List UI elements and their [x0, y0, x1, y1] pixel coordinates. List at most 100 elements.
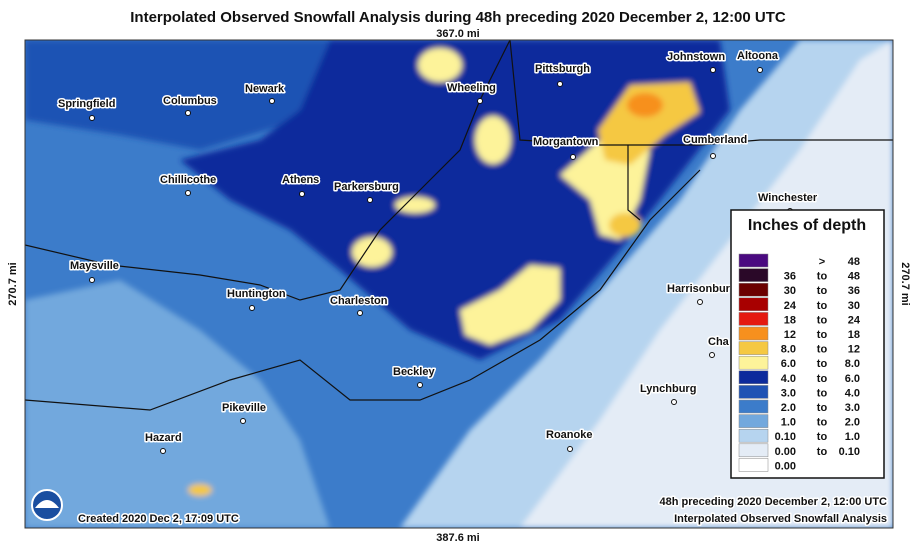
legend-sep: > — [819, 256, 825, 268]
city-label: Wheeling — [447, 82, 496, 94]
zone — [352, 237, 392, 267]
city-label: Lynchburg — [640, 383, 696, 395]
legend-swatch — [738, 370, 769, 385]
legend-swatch — [738, 268, 769, 282]
city-marker — [557, 81, 563, 87]
product-note: Interpolated Observed Snowfall Analysis — [674, 513, 887, 525]
city-marker — [757, 67, 763, 73]
title: Interpolated Observed Snowfall Analysis … — [130, 9, 786, 26]
city-label: Pittsburgh — [535, 63, 590, 75]
legend: Inches of depth >48 36 to 48 30 to 36 24 to 30 18 t… — [730, 209, 885, 479]
legend-to: 30 — [848, 300, 860, 312]
map-frame — [24, 39, 894, 529]
city-marker — [185, 110, 191, 116]
zone — [188, 484, 212, 496]
city-label: Columbus — [163, 95, 217, 107]
city-marker — [249, 305, 255, 311]
city-marker — [89, 115, 95, 121]
zone — [627, 93, 663, 117]
legend-from: 8.0 — [781, 344, 796, 356]
zone — [180, 40, 730, 360]
legend-swatch — [738, 414, 769, 428]
border — [509, 40, 893, 146]
zone — [25, 280, 330, 528]
legend-to: 0.10 — [839, 446, 860, 458]
legend-sep: to — [817, 446, 828, 458]
city-label: Morgantown — [533, 136, 599, 148]
legend-swatch — [738, 312, 769, 326]
legend-to: 24 — [848, 314, 861, 326]
legend-sep: to — [817, 329, 828, 341]
city-marker — [299, 191, 305, 197]
legend-from: 0.00 — [775, 460, 796, 472]
city-marker — [185, 190, 191, 196]
legend-to: 48 — [848, 271, 860, 283]
city-marker — [710, 67, 716, 73]
state-borders — [25, 40, 893, 411]
legend-sep: to — [817, 417, 828, 429]
city-marker — [671, 399, 677, 405]
legend-swatch — [738, 326, 769, 341]
legend-to: 1.0 — [845, 431, 860, 443]
legend-to: 18 — [848, 329, 860, 341]
legend-from: 4.0 — [781, 373, 796, 385]
cities: Springfield Columbus Newark Wheeling Pittsbu… — [57, 49, 819, 454]
legend-sep: to — [817, 431, 828, 443]
period-note: 48h preceding 2020 December 2, 12:00 UTC — [660, 496, 887, 508]
legend-from: 0.10 — [775, 431, 796, 443]
legend-sep: to — [817, 271, 828, 283]
border — [627, 145, 641, 221]
city-marker — [417, 382, 423, 388]
city-label: Charleston — [330, 295, 388, 307]
city-label: Athens — [282, 174, 319, 186]
legend-from: 36 — [784, 271, 796, 283]
legend-from: 12 — [784, 329, 796, 341]
city-marker — [160, 448, 166, 454]
border — [25, 169, 701, 411]
legend-to: 12 — [848, 344, 860, 356]
city-label: Winchester — [758, 192, 818, 204]
city-label: Beckley — [393, 366, 435, 378]
zone — [395, 197, 435, 213]
legend-sep: to — [817, 285, 828, 297]
zone — [475, 116, 511, 164]
legend-from: 2.0 — [781, 402, 796, 414]
legend-sep: to — [817, 402, 828, 414]
city-marker — [367, 197, 373, 203]
zone — [609, 213, 641, 237]
city-label: Cha — [708, 336, 730, 348]
zone — [25, 40, 330, 150]
city-marker — [357, 310, 363, 316]
city-marker — [477, 98, 483, 104]
legend-from: 1.0 — [781, 417, 796, 429]
noaa-logo — [31, 489, 63, 521]
city-label: Johnstown — [667, 51, 725, 63]
city-marker — [269, 98, 275, 104]
legend-to: 8.0 — [845, 358, 860, 370]
border — [25, 40, 511, 301]
city-label: Maysville — [70, 260, 119, 272]
city-marker — [697, 299, 703, 305]
legend-sep: to — [817, 358, 828, 370]
distance-top: 367.0 mi — [436, 28, 479, 40]
legend-sep: to — [817, 387, 828, 399]
legend-swatch — [738, 355, 769, 370]
city-label: Huntington — [227, 288, 286, 300]
legend-from: 24 — [784, 300, 797, 312]
legend-to: 6.0 — [845, 373, 860, 385]
legend-swatch — [738, 341, 769, 355]
legend-swatch — [738, 297, 769, 312]
legend-sep: to — [817, 314, 828, 326]
legend-sep: to — [817, 373, 828, 385]
city-marker — [567, 446, 573, 452]
city-marker — [89, 277, 95, 283]
distance-bottom: 387.6 mi — [436, 532, 479, 544]
city-label: Cumberland — [683, 134, 747, 146]
distance-left: 270.7 mi — [7, 262, 19, 305]
city-label: Altoona — [737, 50, 779, 62]
city-label: Newark — [245, 83, 285, 95]
city-marker — [570, 154, 576, 160]
city-marker — [240, 418, 246, 424]
zone — [460, 265, 560, 345]
